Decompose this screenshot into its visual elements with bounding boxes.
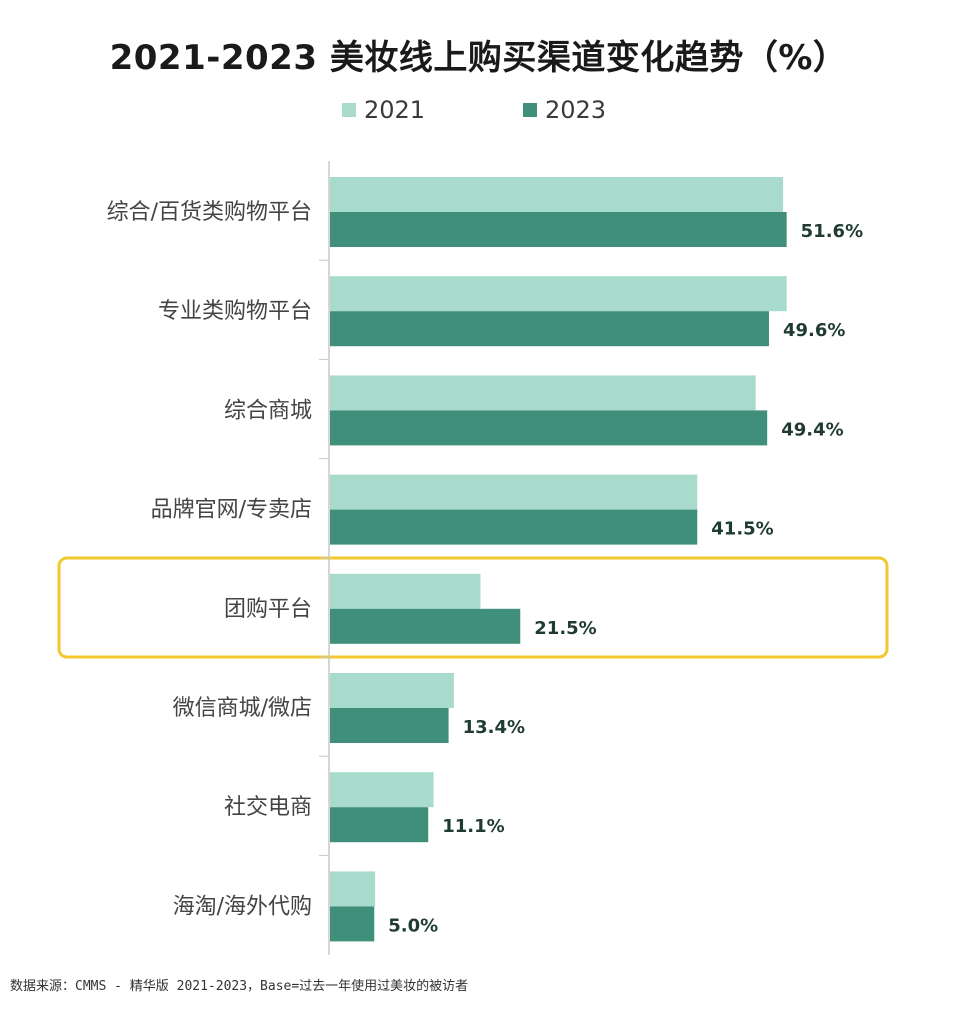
legend-item-2021: 2021 <box>342 96 425 124</box>
legend-item-2023: 2023 <box>523 96 606 124</box>
category-label: 团购平台 <box>224 597 312 622</box>
category-label: 专业类购物平台 <box>158 299 312 324</box>
bar-2023 <box>330 708 449 743</box>
bar-2021 <box>330 573 481 609</box>
bar-2021 <box>330 276 787 312</box>
bar-chart: 综合/百货类购物平台 51.6% 专业类购物平台 49.6% 综合商城 49.4% 品牌官网… <box>57 161 889 955</box>
data-label: 49.4% <box>781 419 843 440</box>
category-label: 海淘/海外代购 <box>173 894 312 919</box>
bar-2021 <box>330 375 756 411</box>
bar-2021 <box>330 871 376 907</box>
bar-2023 <box>330 410 768 446</box>
legend-label-2021: 2021 <box>364 96 426 124</box>
data-label: 51.6% <box>801 221 863 242</box>
bar-2023 <box>330 608 521 644</box>
bar-2023 <box>330 311 769 347</box>
category-label: 综合/百货类购物平台 <box>107 200 312 225</box>
legend: 2021 2023 <box>0 96 957 126</box>
category-label: 社交电商 <box>224 795 312 820</box>
data-label: 11.1% <box>442 816 504 837</box>
bar-2023 <box>330 509 698 545</box>
data-label: 41.5% <box>711 519 773 540</box>
bar-2023 <box>330 807 429 843</box>
chart-title: 2021-2023 美妆线上购买渠道变化趋势（%） <box>109 38 848 78</box>
bar-2023 <box>330 212 787 247</box>
bar-2021 <box>330 177 784 212</box>
highlight-box <box>57 556 889 659</box>
data-label: 21.5% <box>534 618 596 639</box>
category-label: 综合商城 <box>224 398 312 423</box>
bar-2021 <box>330 673 454 708</box>
legend-swatch-2021 <box>342 103 356 117</box>
data-label: 5.0% <box>388 915 438 936</box>
bar-2023 <box>330 906 375 942</box>
category-label: 微信商城/微店 <box>173 696 312 721</box>
bar-2021 <box>330 772 434 808</box>
legend-label-2023: 2023 <box>545 96 607 124</box>
source-note: 数据来源：CMMS - 精华版 2021-2023，Base=过去一年使用过美妆… <box>10 979 469 994</box>
category-label: 品牌官网/专卖店 <box>151 498 312 523</box>
bar-2021 <box>330 474 698 510</box>
legend-swatch-2023 <box>523 103 537 117</box>
data-label: 13.4% <box>463 717 525 738</box>
data-label: 49.6% <box>783 320 845 341</box>
